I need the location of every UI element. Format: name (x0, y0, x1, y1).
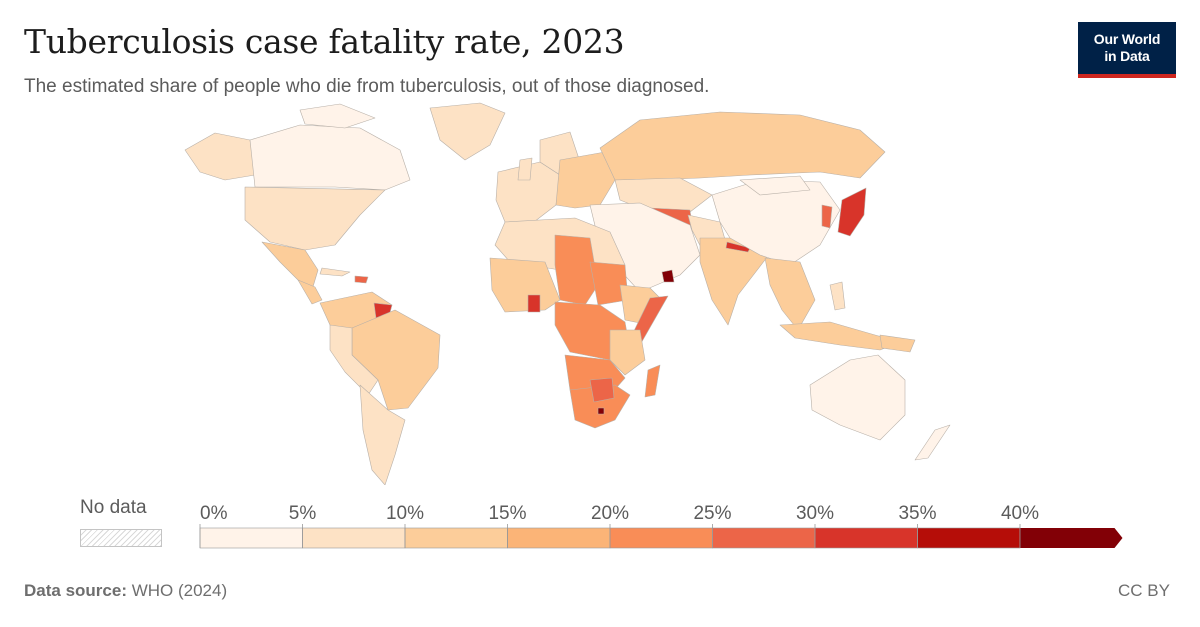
legend-tick-label-2: 10% (386, 503, 424, 524)
region-south-africa-north (589, 377, 615, 403)
region-nepal (725, 241, 751, 253)
region-southern-africa (569, 384, 631, 429)
region-canada (249, 124, 411, 191)
region-haiti (354, 275, 369, 284)
legend-bin-1 (302, 527, 406, 549)
legend-tick-label-4: 20% (591, 503, 629, 524)
legend-bin-5 (712, 527, 816, 549)
license-link[interactable]: CC BY (1118, 581, 1170, 600)
region-madagascar (644, 364, 661, 398)
region-peru-bolivia (329, 324, 379, 396)
region-new-zealand (914, 424, 951, 461)
legend-tick-label-0: 0% (200, 503, 228, 524)
legend-tick-label-6: 30% (796, 503, 834, 524)
logo-line-2: in Data (1104, 48, 1150, 64)
data-source-value[interactable]: WHO (2024) (131, 581, 228, 600)
owid-logo[interactable]: Our World in Data (1078, 22, 1176, 78)
region-southern-cone (359, 384, 406, 485)
legend-bin-8 (1020, 528, 1123, 548)
region-australia (809, 354, 906, 441)
legend-no-data-label: No data (80, 497, 147, 518)
legend-bin-3 (507, 527, 611, 549)
legend-bin-6 (814, 527, 918, 549)
region-canada-arctic (299, 103, 376, 129)
legend-tick-label-1: 5% (289, 503, 317, 524)
legend-no-data-swatch (80, 529, 162, 547)
region-greenland (429, 102, 506, 161)
region-japan (837, 187, 867, 237)
world-map[interactable] (0, 100, 1200, 485)
legend-bin-0 (199, 527, 303, 549)
region-cuba (319, 267, 351, 277)
region-mongolia (739, 175, 811, 196)
legend-tick-label-3: 15% (488, 503, 526, 524)
chart-subtitle: The estimated share of people who die fr… (24, 76, 710, 97)
legend-tick-label-8: 40% (1001, 503, 1039, 524)
region-lesotho (597, 407, 605, 415)
region-uk (517, 157, 533, 181)
legend-tick-label-7: 35% (898, 503, 936, 524)
region-central-america (297, 279, 323, 305)
legend-bin-4 (609, 527, 713, 549)
legend-bin-7 (917, 527, 1021, 549)
region-papua-new-guinea (879, 334, 916, 353)
region-west-africa (489, 257, 561, 313)
data-source-label: Data source: (24, 581, 127, 600)
region-uae (661, 269, 675, 283)
region-usa (244, 186, 386, 251)
logo-line-1: Our World (1093, 31, 1161, 47)
region-east-africa (609, 329, 646, 376)
region-ghana (527, 294, 541, 313)
region-korea (821, 204, 833, 229)
legend-bin-2 (404, 527, 508, 549)
region-philippines (829, 281, 846, 311)
legend-tick-label-5: 25% (693, 503, 731, 524)
chart-title: Tuberculosis case fatality rate, 2023 (24, 22, 625, 61)
data-source: Data source: WHO (2024) (24, 581, 227, 601)
